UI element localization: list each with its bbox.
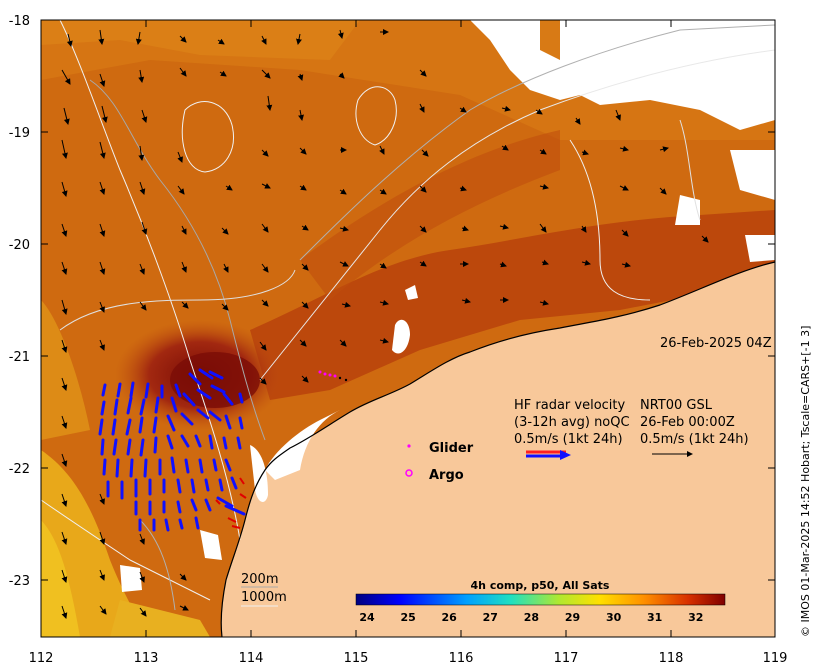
colorbar-tick-label: 25 [400, 611, 415, 624]
hf-radar-legend: HF radar velocity (3-12h avg) noQC 0.5m/… [514, 398, 630, 460]
x-tick-label: 118 [659, 651, 684, 666]
glider-marker [407, 444, 411, 448]
x-tick-label: 116 [449, 651, 474, 666]
y-tick-label: -22 [9, 462, 30, 477]
contour-200-label: 200m [241, 572, 278, 587]
hf-radar-vectors [98, 368, 246, 532]
colorbar-tick-label: 26 [442, 611, 458, 624]
hf-radar-scale-label: 0.5m/s (1kt 24h) [514, 432, 623, 447]
colorbar-tick-label: 31 [647, 611, 662, 624]
colorbar-tick-label: 27 [483, 611, 498, 624]
y-tick-label: -23 [9, 574, 30, 589]
x-tick-label: 117 [554, 651, 579, 666]
y-axis [41, 19, 775, 581]
glider-label: Glider [429, 441, 474, 456]
y-tick-label: -20 [9, 238, 30, 253]
argo-marker [405, 469, 413, 477]
land-mass [221, 262, 775, 637]
contour-1000-label: 1000m [241, 590, 287, 605]
hf-radar-subtitle: (3-12h avg) noQC [514, 415, 630, 430]
colorbar-tick-label: 30 [606, 611, 622, 624]
contour-legend: 200m 1000m [241, 572, 287, 607]
x-tick-label: 119 [763, 651, 788, 666]
argo-label: Argo [429, 468, 464, 483]
x-tick-labels: 112 113 114 115 116 117 118 119 [29, 651, 788, 666]
y-tick-label: -18 [9, 14, 30, 29]
nrt-current-arrows [61, 29, 709, 619]
red-vectors [215, 477, 247, 529]
plot-area [40, 19, 776, 638]
x-tick-label: 114 [239, 651, 264, 666]
colorbar-tick-label: 24 [359, 611, 375, 624]
timestamp-label: 26-Feb-2025 04Z [660, 336, 772, 351]
colorbar: 4h comp, p50, All Sats 24 25 26 27 28 29 30 31 3… [355, 579, 726, 624]
colorbar-bar [355, 593, 726, 606]
coastline [220, 261, 776, 638]
hf-radar-scale-arrowhead [560, 450, 571, 460]
colorbar-title: 4h comp, p50, All Sats [471, 579, 610, 592]
x-tick-label: 115 [344, 651, 369, 666]
y-tick-labels: -18 -19 -20 -21 -22 -23 [9, 14, 30, 589]
nrt-subtitle: 26-Feb 00:00Z [640, 415, 735, 430]
glider-track [318, 370, 337, 378]
x-tick-label: 112 [29, 651, 54, 666]
depth-contours [40, 19, 776, 611]
y-tick-label: -19 [9, 126, 30, 141]
plot-frame [40, 19, 776, 638]
hf-radar-title: HF radar velocity [514, 398, 626, 413]
nrt-legend: NRT00 GSL 26-Feb 00:00Z 0.5m/s (1kt 24h) [640, 398, 749, 457]
credit-label: © IMOS 01-Mar-2025 14:52 Hobart; Tscale=… [799, 326, 812, 637]
colorbar-tick-label: 28 [524, 611, 539, 624]
nrt-title: NRT00 GSL [640, 398, 713, 413]
x-axis [40, 20, 776, 637]
platform-legend: Glider Argo [405, 441, 474, 483]
colorbar-tick-label: 32 [688, 611, 703, 624]
colorbar-tick-label: 29 [565, 611, 580, 624]
y-tick-label: -21 [9, 350, 30, 365]
nrt-scale-label: 0.5m/s (1kt 24h) [640, 432, 749, 447]
x-tick-label: 113 [134, 651, 159, 666]
